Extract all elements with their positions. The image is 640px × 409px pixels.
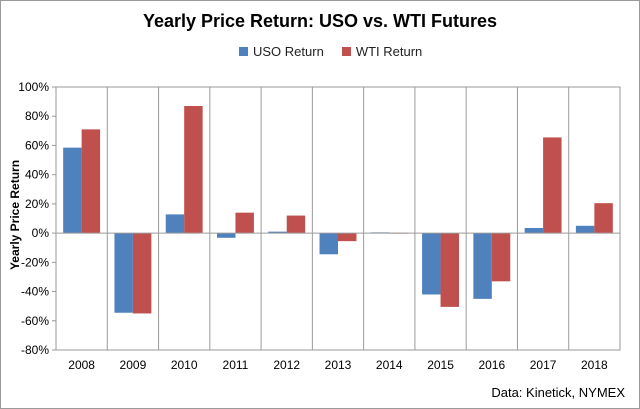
y-tick-label: -60% (21, 314, 49, 328)
bar-uso (268, 231, 287, 234)
x-tick-label: 2018 (581, 358, 608, 372)
x-tick-label: 2013 (325, 358, 352, 372)
legend-label-wti: WTI Return (355, 44, 423, 59)
y-tick-label: 40% (25, 168, 49, 182)
bar-wti (235, 212, 254, 234)
x-tick-label: 2012 (273, 358, 300, 372)
legend-swatch-wti (341, 47, 351, 56)
x-tick-label: 2009 (120, 358, 147, 372)
bar-uso (575, 225, 595, 234)
x-tick-label: 2011 (223, 358, 249, 372)
chart-title: Yearly Price Return: USO vs. WTI Futures (142, 11, 498, 31)
y-tick-label: 100% (18, 80, 49, 94)
y-tick-label: 20% (25, 197, 49, 211)
bar-wti (594, 203, 613, 234)
legend: USO Return WTI Return (239, 44, 440, 59)
bar-uso (422, 233, 441, 295)
bar-wti (286, 215, 306, 234)
y-tick-label: 80% (25, 109, 49, 123)
legend-label-uso: USO Return (253, 44, 324, 59)
y-tick-label: -40% (21, 285, 49, 299)
x-tick-label: 2014 (376, 358, 403, 372)
x-tick-label: 2016 (478, 358, 505, 372)
source-note: Data: Kinetick, NYMEX (491, 385, 625, 400)
bar-uso (216, 233, 236, 238)
x-tick-label: 2017 (530, 358, 557, 372)
bar-uso (114, 233, 133, 313)
legend-item-wti: WTI Return (341, 44, 423, 59)
bar-wti (184, 105, 203, 234)
bar-uso (165, 214, 185, 234)
x-tick-label: 2015 (427, 358, 454, 372)
bar-uso (63, 147, 82, 234)
y-tick-label: 60% (25, 138, 49, 152)
legend-item-uso: USO Return (239, 44, 324, 59)
bar-uso (319, 233, 338, 255)
legend-swatch-uso (239, 47, 248, 56)
bar-wti (440, 233, 460, 307)
bar-wti (491, 233, 511, 282)
x-tick-label: 2008 (68, 358, 95, 372)
bar-wti (543, 137, 562, 234)
y-tick-label: -80% (21, 343, 49, 357)
bar-uso (524, 227, 544, 234)
bar-wti (81, 129, 101, 234)
plot-border (55, 86, 621, 351)
x-tick-label: 2010 (171, 358, 198, 372)
bar-wti (338, 233, 357, 242)
y-tick-label: -20% (21, 255, 49, 269)
y-tick-label: 0% (32, 226, 50, 240)
bar-wti (132, 233, 152, 314)
bar-uso (473, 233, 492, 299)
